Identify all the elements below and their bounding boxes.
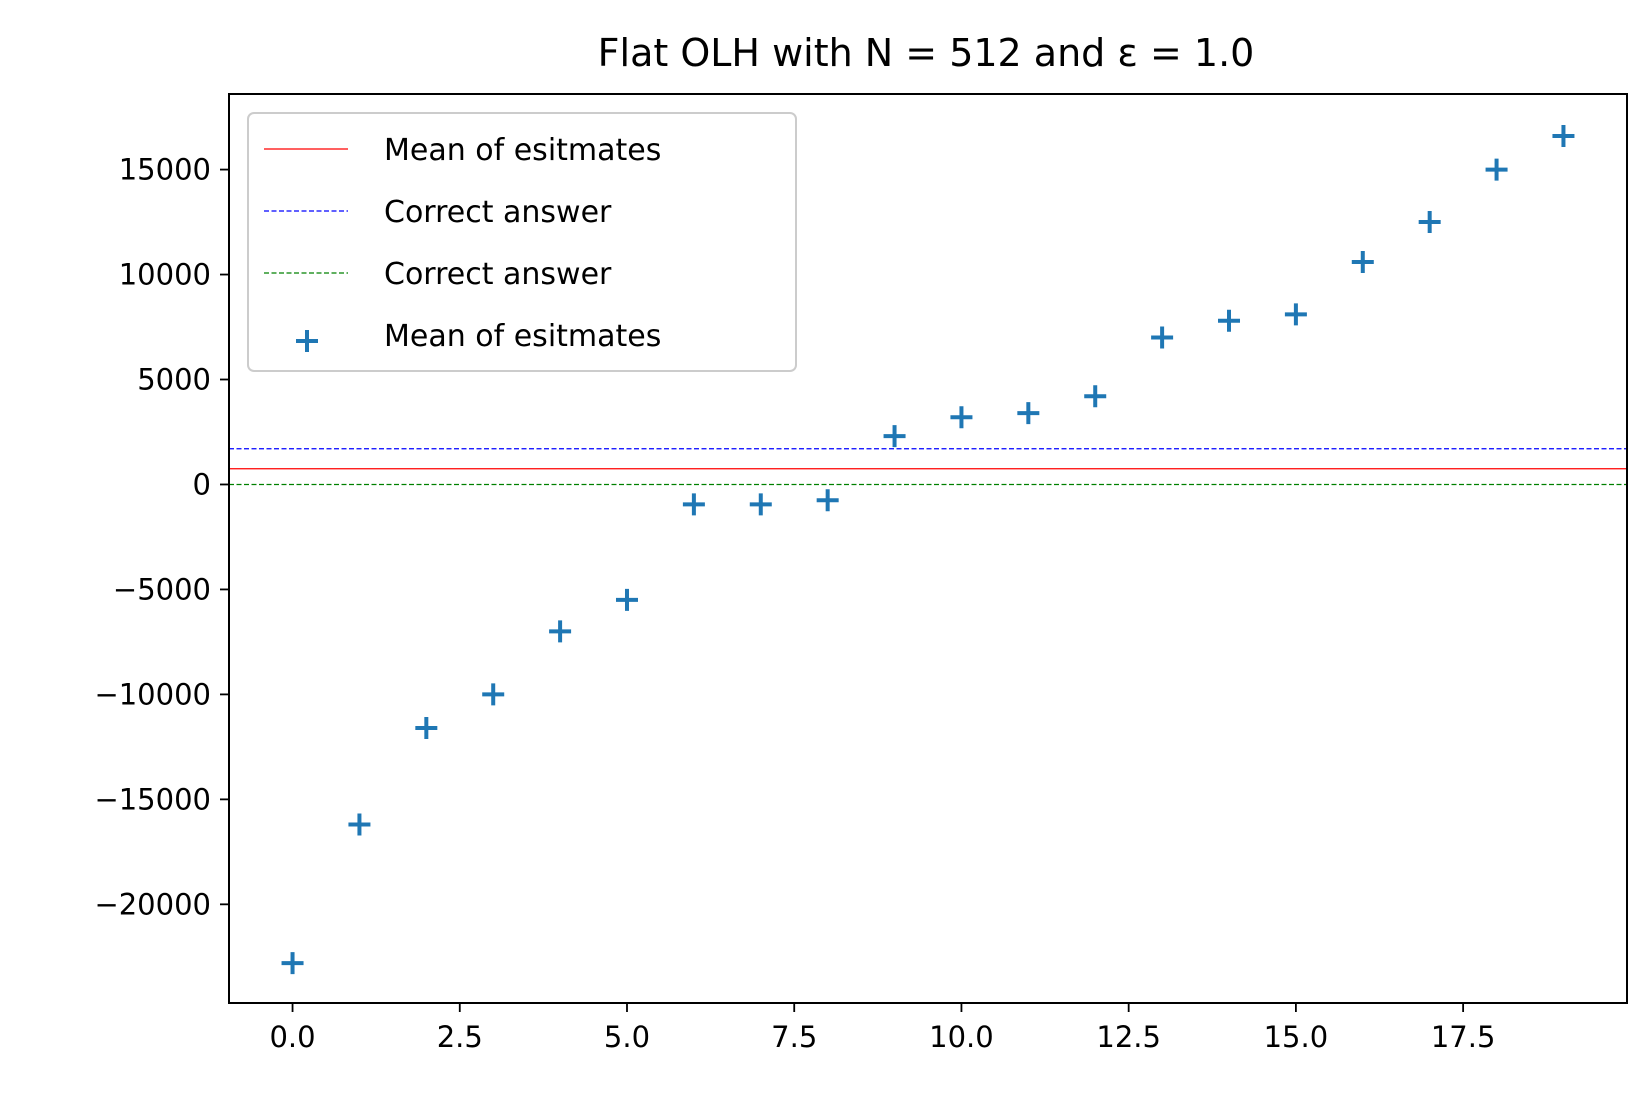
x-tick-label: 2.5 [437,1020,483,1054]
point-marker [1485,158,1508,181]
legend-label: Correct answer [384,257,612,292]
data-point [415,716,438,739]
point-marker [1017,402,1040,425]
legend-label: Mean of esitmates [384,319,661,354]
legend-entry: Mean of esitmates [296,319,661,354]
data-point [1218,309,1240,332]
point-marker [883,425,906,448]
legend-entry: Correct answer [264,257,612,292]
point-marker [1218,309,1240,332]
point-marker [1351,250,1374,273]
point-marker [281,952,304,975]
point-marker [816,489,839,512]
point-marker [348,813,371,836]
chart-title: Flat OLH with N = 512 and ε = 1.0 [598,31,1255,75]
data-point [883,425,906,448]
legend-swatch-marker [296,330,318,352]
point-marker [1418,211,1441,234]
data-point [682,493,705,516]
x-tick-label: 17.5 [1431,1020,1496,1054]
legend-entry: Mean of esitmates [264,133,661,168]
legend-label: Mean of esitmates [384,133,661,168]
point-marker [1552,124,1575,147]
data-point [482,683,505,706]
data-point [816,489,839,512]
y-tick-label: −20000 [94,887,211,921]
point-marker [549,620,572,643]
x-tick-label: 15.0 [1264,1020,1329,1054]
plot-area [229,124,1627,975]
data-point [1084,385,1107,408]
x-tick-label: 10.0 [929,1020,994,1054]
data-point [1351,250,1374,273]
data-point [348,813,371,836]
data-point [1552,124,1575,147]
y-tick-label: −10000 [94,677,211,711]
legend-entry: Correct answer [264,195,612,230]
point-marker [1284,303,1307,326]
y-tick-label: 15000 [119,153,211,187]
y-tick-label: 5000 [137,363,211,397]
axes-frame [228,93,1628,1004]
point-marker [415,716,438,739]
point-marker [749,493,772,516]
point-marker [950,406,973,429]
data-point [549,620,572,643]
legend-label: Correct answer [384,195,612,230]
point-marker [615,588,638,611]
x-tick-label: 7.5 [771,1020,817,1054]
point-marker [482,683,505,706]
data-point [615,588,638,611]
point-marker [1084,385,1107,408]
data-point [1284,303,1307,326]
x-tick-label: 5.0 [604,1020,650,1054]
y-tick-label: −5000 [113,572,211,606]
x-tick-label: 12.5 [1096,1020,1161,1054]
axes: 0.0 2.5 5.0 7.5 10.0 12.5 15.0 17.5 15000 10000 50… [94,93,1628,1054]
y-tick-label: 0 [193,467,211,501]
legend-box [247,112,797,372]
point-marker [1151,326,1174,349]
y-tick-label: −15000 [94,782,211,816]
data-point [749,493,772,516]
data-point [1151,326,1174,349]
data-point [1017,402,1040,425]
data-point [950,406,973,429]
legend: Mean of esitmates Correct answer Correct a… [247,112,797,372]
y-tick-label: 10000 [119,258,211,292]
data-point [1418,211,1441,234]
x-tick-label: 0.0 [269,1020,315,1054]
point-marker [682,493,705,516]
data-point [281,952,304,975]
data-point [1485,158,1508,181]
